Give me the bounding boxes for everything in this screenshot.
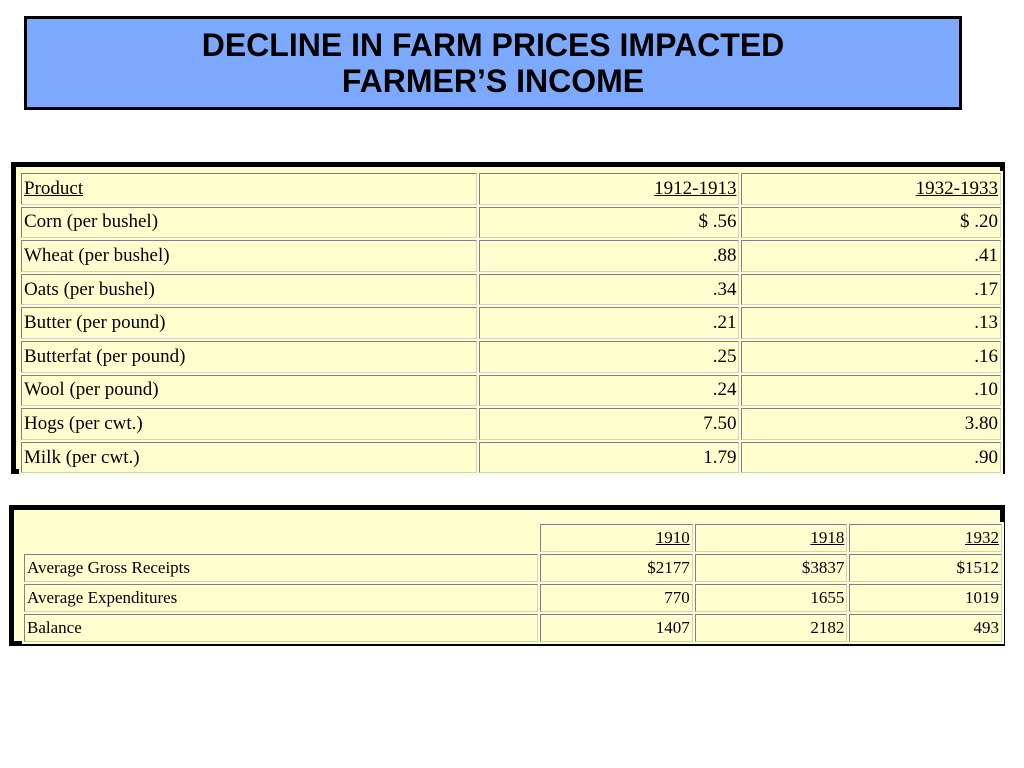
price-1912-cell: .34 [478,273,740,306]
product-cell: Butter (per pound) [21,307,477,339]
table-row: Average Expenditures 770 1655 1019 [24,584,1002,612]
product-cell: Wheat (per bushel) [21,240,477,272]
price-1912-cell: .25 [478,340,740,373]
empty-header-cell [24,524,538,552]
table-row: Balance 1407 2182 493 [24,614,1002,642]
price-1912-cell: 7.50 [478,408,740,440]
title-banner: DECLINE IN FARM PRICES IMPACTED FARMER’S… [24,16,962,110]
price-1932-cell: .10 [741,374,1001,407]
table-row: Milk (per cwt.) 1.79 .90 [21,441,1001,474]
price-1932-cell: .90 [741,441,1001,474]
farm-income-table: 1910 1918 1932 Average Gross Receipts $2… [22,522,1004,644]
value-1910-cell: $2177 [540,554,693,582]
row-label-cell: Average Expenditures [24,584,539,612]
product-cell: Butterfat (per pound) [21,340,477,373]
product-cell: Hogs (per cwt.) [21,408,477,440]
price-1912-cell: $ .56 [478,206,740,239]
product-cell: Corn (per bushel) [21,206,477,239]
table-row: Wheat (per bushel) .88 .41 [21,240,1001,272]
price-1912-cell: .21 [478,307,740,339]
value-1932-cell: 493 [849,614,1002,642]
value-1910-cell: 1407 [540,614,693,642]
farm-income-table-frame: 1910 1918 1932 Average Gross Receipts $2… [9,505,1005,646]
price-1932-cell: .16 [741,340,1001,373]
value-1918-cell: 1655 [694,584,848,612]
price-1932-cell: 3.80 [741,408,1001,440]
price-1912-cell: 1.79 [478,441,740,474]
table-row: Hogs (per cwt.) 7.50 3.80 [21,408,1001,440]
farm-prices-table: Product 1912-1913 1932-1933 Corn (per bu… [19,171,1003,476]
product-cell: Wool (per pound) [21,374,477,407]
price-1932-cell: $ .20 [741,206,1001,239]
price-1932-cell: .17 [741,273,1001,306]
row-label-cell: Balance [24,614,539,642]
value-1910-cell: 770 [540,584,693,612]
title-line-2: FARMER’S INCOME [341,63,645,99]
column-header-1918: 1918 [694,524,848,552]
column-header-product: Product [21,173,477,205]
value-1932-cell: 1019 [849,584,1002,612]
column-header-1932-1933: 1932-1933 [741,173,1001,205]
table-row: Corn (per bushel) $ .56 $ .20 [21,206,1001,239]
price-1932-cell: .41 [741,240,1001,272]
table-header-row: Product 1912-1913 1932-1933 [21,173,1001,205]
title-line-1: DECLINE IN FARM PRICES IMPACTED [201,27,785,63]
column-header-1912-1913: 1912-1913 [478,173,740,205]
table-row: Butter (per pound) .21 .13 [21,307,1001,339]
table-header-row: 1910 1918 1932 [24,524,1002,552]
price-1932-cell: .13 [741,307,1001,339]
table-row: Butterfat (per pound) .25 .16 [21,340,1001,373]
price-1912-cell: .24 [478,374,740,407]
row-label-cell: Average Gross Receipts [24,554,539,582]
table-row: Wool (per pound) .24 .10 [21,374,1001,407]
value-1918-cell: $3837 [694,554,848,582]
table-row: Average Gross Receipts $2177 $3837 $1512 [24,554,1002,582]
farm-prices-table-frame: Product 1912-1913 1932-1933 Corn (per bu… [11,162,1005,476]
price-1912-cell: .88 [478,240,740,272]
page-title: DECLINE IN FARM PRICES IMPACTED FARMER’S… [202,27,785,99]
value-1918-cell: 2182 [694,614,848,642]
product-cell: Oats (per bushel) [21,273,477,306]
column-header-1910: 1910 [540,524,693,552]
column-header-1932: 1932 [849,524,1002,552]
product-cell: Milk (per cwt.) [21,441,477,474]
table-row: Oats (per bushel) .34 .17 [21,273,1001,306]
value-1932-cell: $1512 [849,554,1002,582]
